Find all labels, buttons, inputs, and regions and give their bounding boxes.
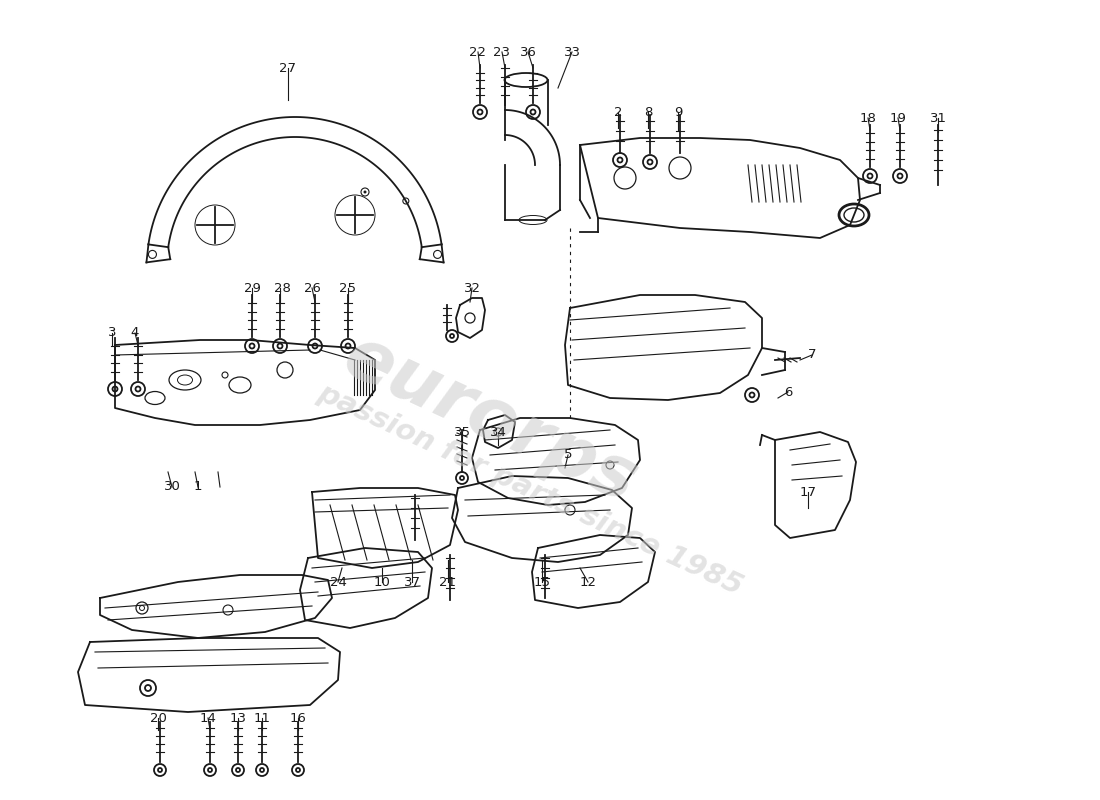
Text: 7: 7 bbox=[807, 349, 816, 362]
Text: 32: 32 bbox=[463, 282, 481, 294]
Text: 10: 10 bbox=[374, 575, 390, 589]
Text: 30: 30 bbox=[164, 481, 180, 494]
Text: 15: 15 bbox=[534, 575, 550, 589]
Circle shape bbox=[363, 190, 366, 194]
Text: 20: 20 bbox=[150, 711, 166, 725]
Text: 8: 8 bbox=[644, 106, 652, 118]
Text: 21: 21 bbox=[440, 575, 456, 589]
Text: 28: 28 bbox=[274, 282, 290, 294]
Text: 36: 36 bbox=[519, 46, 537, 58]
Text: passion for parts since 1985: passion for parts since 1985 bbox=[314, 379, 747, 601]
Text: 4: 4 bbox=[131, 326, 140, 339]
Text: 22: 22 bbox=[470, 46, 486, 58]
Text: 3: 3 bbox=[108, 326, 117, 339]
Text: 23: 23 bbox=[494, 46, 510, 58]
Text: 6: 6 bbox=[784, 386, 792, 398]
Text: 29: 29 bbox=[243, 282, 261, 294]
Text: 5: 5 bbox=[563, 449, 572, 462]
Text: 25: 25 bbox=[340, 282, 356, 294]
Text: 18: 18 bbox=[859, 111, 877, 125]
Text: 11: 11 bbox=[253, 711, 271, 725]
Text: 33: 33 bbox=[563, 46, 581, 58]
Text: 37: 37 bbox=[404, 575, 420, 589]
Text: 13: 13 bbox=[230, 711, 246, 725]
Text: 24: 24 bbox=[330, 575, 346, 589]
Text: 2: 2 bbox=[614, 106, 623, 118]
Text: 35: 35 bbox=[453, 426, 471, 438]
Text: eurorps: eurorps bbox=[332, 322, 648, 518]
Text: 17: 17 bbox=[800, 486, 816, 498]
Text: 16: 16 bbox=[289, 711, 307, 725]
Text: 1: 1 bbox=[194, 481, 202, 494]
Text: 27: 27 bbox=[279, 62, 297, 74]
Text: 34: 34 bbox=[490, 426, 506, 438]
Text: 9: 9 bbox=[674, 106, 682, 118]
Text: 12: 12 bbox=[580, 575, 596, 589]
Text: 14: 14 bbox=[199, 711, 217, 725]
Text: 19: 19 bbox=[890, 111, 906, 125]
Text: 31: 31 bbox=[930, 111, 946, 125]
Text: 26: 26 bbox=[304, 282, 320, 294]
